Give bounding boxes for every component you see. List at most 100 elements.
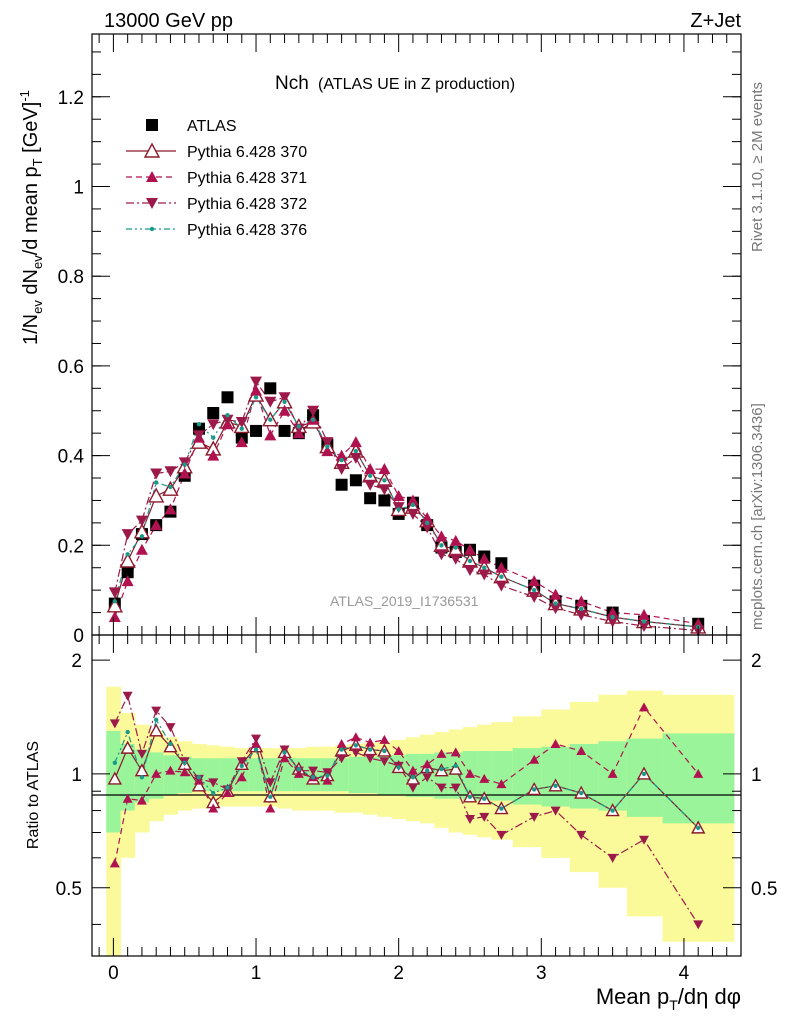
main-line-pythia-6.428-372 xyxy=(114,380,699,632)
ratio-point-pythia-6.428-372 xyxy=(350,748,361,758)
main-point-pythia-6.428-371 xyxy=(235,436,248,448)
ratio-point-pythia-6.428-371 xyxy=(529,754,540,764)
main-point-pythia-6.428-372 xyxy=(364,479,377,491)
ratio-point-pythia-6.428-370 xyxy=(163,739,178,753)
ratio-point-pythia-6.428-372 xyxy=(336,754,347,764)
main-point-pythia-6.428-376 xyxy=(482,565,487,570)
ratio-point-pythia-6.428-372 xyxy=(208,778,219,788)
ratio-point-pythia-6.428-372 xyxy=(222,785,233,795)
legend-marker xyxy=(146,119,158,131)
ratio-point-pythia-6.428-376 xyxy=(610,808,615,813)
ratio-point-pythia-6.428-376 xyxy=(424,768,430,773)
ratio-point-pythia-6.428-372 xyxy=(450,783,461,793)
main-ticks: 0 0.2 0.4 0.6 0.8 1 1.2 xyxy=(58,34,741,647)
main-point-pythia-6.428-376 xyxy=(424,520,430,526)
ratio-point-pythia-6.428-372 xyxy=(265,778,276,788)
main-point-pythia-6.428-371 xyxy=(528,575,541,587)
ratio-point-pythia-6.428-371 xyxy=(464,768,475,778)
main-point-pythia-6.428-376 xyxy=(367,473,373,478)
main-point-pythia-6.428-371 xyxy=(463,543,476,555)
main-marks xyxy=(106,376,707,637)
main-y-tick-label: 1 xyxy=(73,177,84,198)
ratio-point-pythia-6.428-372 xyxy=(365,754,376,764)
main-point-pythia-6.428-376 xyxy=(382,478,387,483)
x-tick-label: 4 xyxy=(679,963,690,984)
ratio-point-pythia-6.428-372 xyxy=(422,773,433,783)
main-point-pythia-6.428-376 xyxy=(453,545,458,550)
legend-label: Pythia 6.428 372 xyxy=(187,196,307,213)
ratio-point-pythia-6.428-370 xyxy=(191,778,207,792)
main-point-atlas xyxy=(378,494,391,507)
legend-label: Pythia 6.428 370 xyxy=(187,144,307,161)
ratio-point-pythia-6.428-372 xyxy=(379,757,390,767)
ratio-point-pythia-6.428-376 xyxy=(553,783,558,789)
ratio-point-pythia-6.428-370 xyxy=(448,761,463,775)
ratio-point-pythia-6.428-372 xyxy=(122,691,133,701)
main-point-pythia-6.428-376 xyxy=(553,601,558,606)
ratio-band-inner xyxy=(363,756,378,794)
ratio-point-pythia-6.428-371 xyxy=(109,858,120,868)
ratio-point-pythia-6.428-372 xyxy=(576,830,587,840)
ratio-point-pythia-6.428-371 xyxy=(576,745,587,755)
main-title: Nch xyxy=(275,73,309,94)
main-point-pythia-6.428-376 xyxy=(253,395,259,400)
main-point-pythia-6.428-371 xyxy=(638,608,651,620)
ratio-point-pythia-6.428-376 xyxy=(453,763,458,769)
ratio-band-inner xyxy=(120,743,136,811)
ratio-point-pythia-6.428-376 xyxy=(367,747,373,752)
main-point-pythia-6.428-372 xyxy=(435,549,448,561)
main-y-label: 1/Nev dNev/d mean pT [GeV]-1 xyxy=(17,90,45,345)
ratio-frame xyxy=(91,634,742,957)
legend-label: ATLAS xyxy=(187,118,237,135)
ratio-band-inner xyxy=(348,756,364,794)
main-point-pythia-6.428-376 xyxy=(125,552,130,557)
ratio-y-tick-label-left: 0.5 xyxy=(56,879,82,900)
main-point-pythia-6.428-376 xyxy=(168,484,173,490)
main-point-pythia-6.428-376 xyxy=(153,480,159,485)
main-y-tick-label: 0.4 xyxy=(58,447,85,468)
main-point-pythia-6.428-371 xyxy=(549,588,562,600)
legend-label: Pythia 6.428 371 xyxy=(187,170,307,187)
main-point-pythia-6.428-372 xyxy=(150,468,163,480)
main-point-pythia-6.428-371 xyxy=(108,611,121,623)
main-point-pythia-6.428-372 xyxy=(406,508,419,520)
rivet-label: Rivet 3.1.10, ≥ 2M events xyxy=(749,82,766,252)
main-point-pythia-6.428-372 xyxy=(264,396,277,408)
ratio-line-pythia-6.428-372 xyxy=(114,693,699,925)
ratio-ticks: 0.5 0.5 1 1 2 2 0 1 2 3 4 xyxy=(56,635,777,984)
ratio-point-pythia-6.428-376 xyxy=(211,790,216,796)
ratio-y-tick-label-right: 2 xyxy=(751,651,762,672)
main-point-pythia-6.428-370 xyxy=(119,552,136,568)
ratio-point-pythia-6.428-370 xyxy=(107,771,123,785)
ratio-marks xyxy=(107,691,706,930)
main-line-pythia-6.428-376 xyxy=(114,396,699,628)
ratio-line-pythia-6.428-376 xyxy=(114,718,699,829)
ratio-point-pythia-6.428-376 xyxy=(467,794,473,799)
ratio-band-inner xyxy=(206,758,221,792)
main-point-pythia-6.428-376 xyxy=(439,543,444,548)
main-y-tick-label: 0.2 xyxy=(58,536,84,557)
ratio-y-tick-label-right: 1 xyxy=(751,765,762,786)
main-point-atlas xyxy=(121,566,134,579)
ratio-band-inner xyxy=(248,758,264,792)
main-point-atlas xyxy=(250,424,263,437)
ratio-point-pythia-6.428-376 xyxy=(641,771,647,777)
ratio-point-pythia-6.428-372 xyxy=(136,749,147,759)
main-point-pythia-6.428-376 xyxy=(410,502,416,508)
ratio-point-pythia-6.428-376 xyxy=(153,717,159,723)
ratio-point-pythia-6.428-376 xyxy=(196,775,202,780)
main-y-tick-label: 0.8 xyxy=(58,267,84,288)
ratio-point-pythia-6.428-376 xyxy=(696,825,701,831)
ratio-point-pythia-6.428-376 xyxy=(239,763,244,769)
ratio-point-pythia-6.428-371 xyxy=(365,737,376,747)
main-point-pythia-6.428-371 xyxy=(575,595,588,607)
ratio-point-pythia-6.428-371 xyxy=(450,747,461,757)
ratio-point-pythia-6.428-372 xyxy=(308,766,319,776)
ratio-point-pythia-6.428-371 xyxy=(236,772,247,782)
watermark-label: ATLAS_2019_I1736531 xyxy=(330,593,479,609)
main-y-tick-label: 0.6 xyxy=(58,357,84,378)
ratio-point-pythia-6.428-372 xyxy=(464,814,475,824)
ratio-panel: 0.5 0.5 1 1 2 2 0 1 2 3 4 Ratio to ATLAS Mean pT/d… xyxy=(25,634,777,1013)
main-point-pythia-6.428-371 xyxy=(150,519,163,531)
main-point-pythia-6.428-371 xyxy=(135,543,148,555)
